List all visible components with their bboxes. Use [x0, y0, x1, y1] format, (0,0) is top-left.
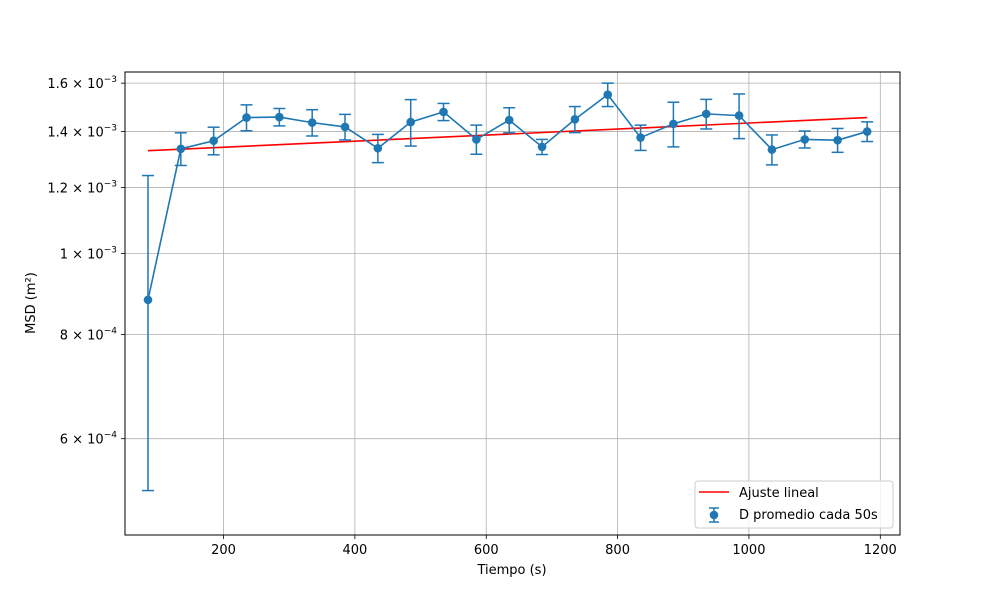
legend-box: [694, 480, 894, 529]
data-point: [862, 127, 872, 136]
y-tick-label: 1.4 × 10−3: [47, 124, 117, 141]
data-point: [669, 119, 678, 129]
data-point: [406, 117, 415, 127]
data-point: [570, 115, 580, 124]
y-axis-ticks: 6 × 10−4 8 × 10−4 1 × 10−3 1.2 × 10−3 1.4 × …: [47, 75, 125, 448]
data-point: [767, 145, 777, 154]
data-point: [701, 109, 711, 119]
data-point: [636, 133, 645, 142]
plot-area: [125, 72, 900, 535]
data-point: [340, 122, 350, 132]
x-axis-ticks: 200 400 600 800 1000 1200: [211, 535, 897, 558]
x-tick-label: 800: [605, 543, 630, 558]
x-tick-label: 1200: [864, 543, 897, 558]
data-series: [141, 82, 874, 492]
x-axis-label: Tiempo (s): [476, 563, 546, 578]
data-point: [504, 115, 514, 125]
x-tick-label: 1000: [732, 543, 765, 558]
data-point: [833, 135, 842, 145]
data-point: [176, 144, 186, 154]
data-point: [734, 111, 744, 120]
data-point: [439, 107, 448, 117]
y-tick-label: 8 × 10−4: [60, 326, 118, 343]
x-tick-label: 400: [342, 543, 367, 558]
data-point: [143, 295, 153, 305]
legend-fit-label: Ajuste lineal: [739, 486, 819, 501]
y-tick-label: 1 × 10−3: [60, 246, 117, 263]
legend: Ajuste lineal D promedio cada 50s: [694, 480, 894, 529]
plot-frame: [124, 71, 901, 536]
y-tick-label: 6 × 10−4: [60, 431, 118, 448]
y-tick-label: 1.2 × 10−3: [47, 179, 117, 196]
legend-marker: [709, 510, 719, 520]
grid-lines: [125, 72, 900, 535]
legend-series-label: D promedio cada 50s: [739, 508, 878, 523]
data-point: [603, 90, 613, 99]
data-point: [275, 112, 284, 122]
data-point: [800, 135, 810, 144]
data-point: [373, 143, 383, 153]
x-tick-label: 600: [474, 543, 499, 558]
data-point: [307, 118, 317, 127]
data-point: [242, 113, 251, 122]
legend-errorbar-swatch: [709, 507, 719, 523]
data-point: [209, 136, 218, 146]
data-point: [537, 142, 547, 152]
y-tick-label: 1.6 × 10−3: [47, 75, 117, 92]
x-tick-label: 200: [211, 543, 236, 558]
data-point: [472, 135, 481, 144]
y-axis-label: MSD (m²): [24, 272, 39, 334]
